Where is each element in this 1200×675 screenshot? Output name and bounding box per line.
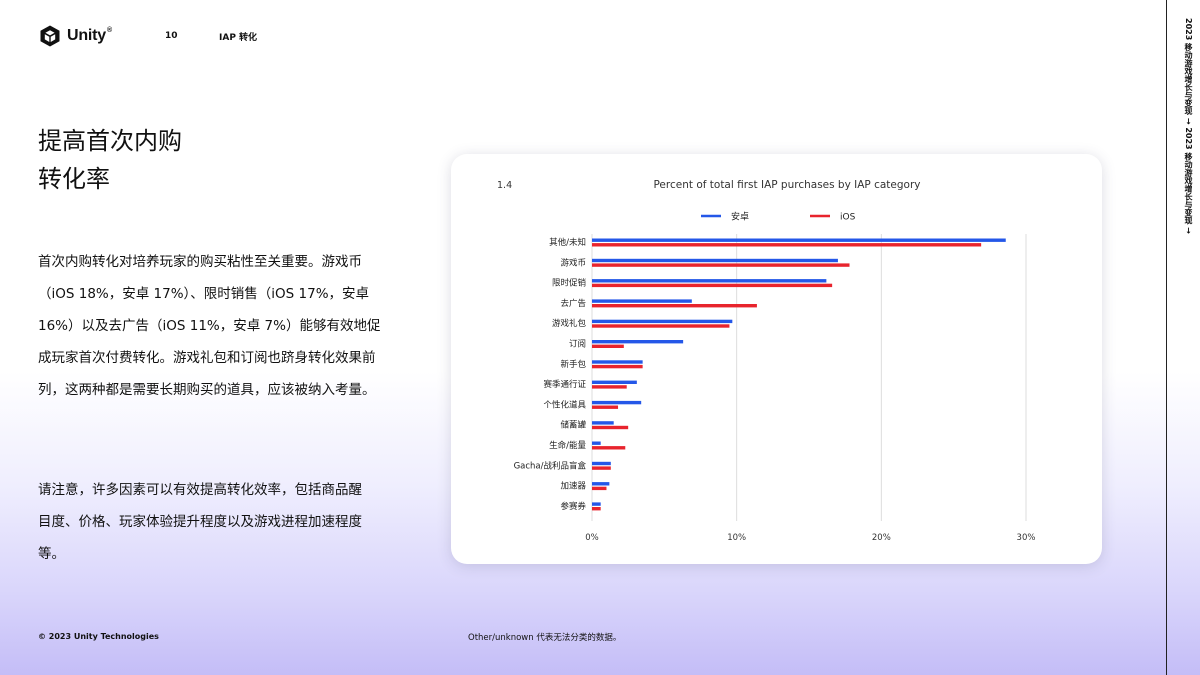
bar: [592, 486, 607, 491]
bar: [592, 441, 601, 445]
bar: [592, 360, 643, 364]
bar: [592, 400, 642, 405]
category-label: 去广告: [560, 298, 586, 309]
bar: [592, 258, 838, 263]
bar: [592, 279, 827, 283]
chart-title: Percent of total first IAP purchases by …: [653, 179, 920, 191]
bar: [592, 461, 611, 466]
bar: [592, 340, 684, 344]
brand-name: Unity®: [67, 27, 112, 44]
header-bar: Unity® 10 IAP 转化: [38, 22, 257, 50]
category-label: 订阅: [569, 339, 586, 350]
x-tick-label: 0%: [585, 533, 599, 543]
bar: [592, 446, 626, 450]
bar: [592, 482, 610, 486]
page-number: 10: [165, 31, 178, 41]
legend-label: iOS: [840, 213, 856, 223]
bar: [592, 405, 619, 409]
bar: [592, 299, 692, 303]
category-label: 新手包: [560, 359, 586, 370]
bar-chart: 0% 10% 20% 30% 1.4 Percent of total first IAP…: [497, 179, 1036, 543]
unity-logo[interactable]: Unity®: [38, 24, 112, 48]
category-label: 限时促销: [552, 278, 587, 289]
category-label: 加速器: [560, 481, 586, 492]
bar: [592, 238, 1006, 242]
bar: [592, 319, 733, 324]
bar: [592, 502, 601, 506]
unity-cube-icon: [40, 25, 60, 47]
category-label: 游戏礼包: [552, 318, 587, 329]
bar: [592, 421, 614, 425]
bar: [592, 466, 611, 470]
bar: [592, 283, 833, 288]
bar: [592, 243, 982, 247]
category-label: 其他/未知: [549, 237, 586, 248]
category-label: 赛季通行证: [543, 379, 586, 390]
bar: [592, 507, 601, 511]
chart-card: 0% 10% 20% 30% 1.4 Percent of total first IAP…: [451, 154, 1102, 564]
side-nav-text[interactable]: 2023 移动游戏增长与变现 → 2023 移动游戏增长与变现 →: [1184, 18, 1193, 234]
bar: [592, 344, 624, 348]
body-paragraph-1: 首次内购转化对培养玩家的购买粘性至关重要。游戏币（iOS 18%，安卓 17%）…: [38, 254, 381, 398]
legend-label: 安卓: [731, 211, 749, 223]
footnote: Other/unknown 代表无法分类的数据。: [468, 633, 622, 643]
right-divider: [1166, 0, 1167, 675]
category-label: 游戏币: [560, 257, 586, 268]
page-title: 提高首次内购 转化率: [38, 122, 182, 198]
figure-number: 1.4: [497, 180, 512, 191]
category-label: 参赛券: [560, 501, 586, 512]
x-tick-label: 10%: [727, 533, 746, 543]
title-line-1: 提高首次内购: [38, 127, 182, 155]
category-label: 储蓄罐: [560, 420, 586, 431]
bar: [592, 364, 643, 369]
bar: [592, 324, 730, 328]
x-tick-label: 20%: [872, 533, 891, 543]
copyright: © 2023 Unity Technologies: [38, 632, 159, 641]
category-label: 生命/能量: [549, 440, 586, 451]
bar: [592, 385, 627, 389]
title-line-2: 转化率: [38, 165, 110, 193]
x-tick-label: 30%: [1017, 533, 1036, 543]
category-label: 个性化道具: [543, 399, 586, 410]
section-label: IAP 转化: [219, 32, 258, 43]
bar: [592, 380, 637, 384]
bar: [592, 263, 850, 267]
category-label: Gacha/战利品盲盒: [514, 460, 587, 471]
body-paragraph-2: 请注意，许多因素可以有效提高转化效率，包括商品醒目度、价格、玩家体验提升程度以及…: [38, 482, 362, 562]
bar: [592, 425, 629, 430]
bar: [592, 304, 757, 308]
